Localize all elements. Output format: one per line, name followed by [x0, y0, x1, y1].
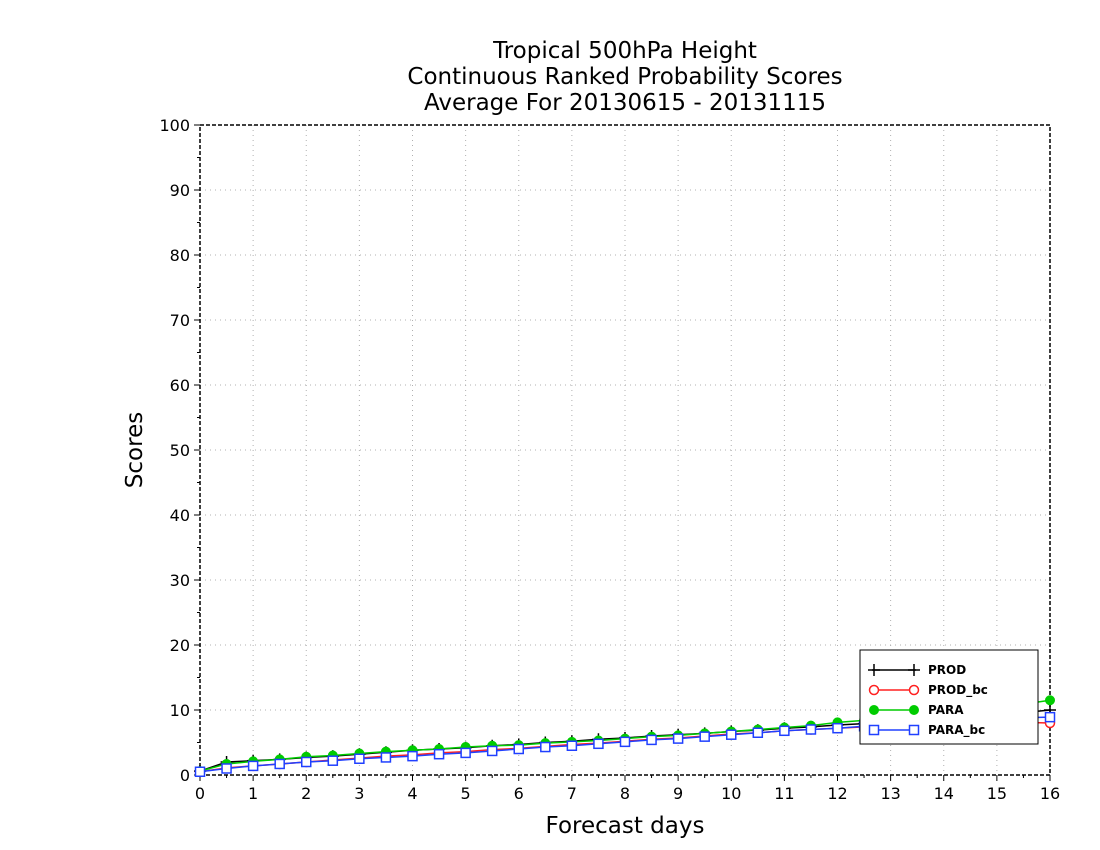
x-tick-label: 11 — [774, 784, 794, 803]
legend: PROD PROD_bc PARA PARA_bc — [859, 649, 1039, 745]
y-axis-label: Scores — [122, 412, 148, 488]
data-point — [407, 750, 418, 762]
y-tick-label: 50 — [170, 441, 190, 460]
y-tick-label: 80 — [170, 246, 190, 265]
data-point — [433, 748, 445, 760]
legend-marker — [908, 664, 920, 676]
data-point — [726, 729, 737, 740]
x-tick-label: 6 — [514, 784, 524, 803]
legend-item: PARA — [869, 703, 964, 717]
data-point — [779, 725, 790, 737]
data-point — [1045, 695, 1055, 706]
legend-box — [859, 649, 1039, 745]
data-point — [486, 745, 498, 757]
data-point — [672, 733, 684, 744]
data-point — [593, 738, 604, 750]
x-tick-label: 7 — [567, 784, 577, 803]
y-tick-label: 10 — [170, 701, 190, 720]
chart-title-line: Tropical 500hPa Height — [492, 38, 757, 64]
legend-label: PROD_bc — [928, 683, 988, 698]
data-point — [805, 724, 817, 735]
data-point — [832, 722, 843, 734]
legend-item: PROD_bc — [868, 683, 988, 698]
data-point — [619, 736, 631, 748]
x-tick-label: 0 — [195, 784, 205, 803]
x-tick-label: 12 — [827, 784, 847, 803]
data-point — [752, 727, 764, 738]
y-axis-ticks: 0 10 20 30 40 50 60 70 80 90 100 — [159, 116, 200, 785]
y-tick-label: 20 — [170, 636, 190, 655]
legend-marker — [909, 705, 919, 715]
x-tick-label: 14 — [934, 784, 954, 803]
data-point — [274, 758, 285, 770]
legend-marker — [908, 724, 920, 736]
data-point — [327, 755, 339, 766]
legend-marker — [908, 684, 920, 696]
data-point — [301, 756, 312, 768]
x-tick-label: 2 — [301, 784, 311, 803]
grid-lines — [200, 125, 1050, 775]
legend-label: PROD — [928, 663, 966, 677]
chart-title-line: Average For 20130615 - 20131115 — [424, 90, 826, 116]
data-point — [354, 753, 365, 764]
legend-marker — [869, 705, 879, 715]
x-tick-label: 9 — [673, 784, 683, 803]
legend-item: PROD — [868, 663, 966, 677]
legend-marker — [868, 684, 880, 696]
legend-label: PARA_bc — [928, 723, 985, 738]
x-tick-label: 3 — [354, 784, 364, 803]
x-tick-label: 5 — [461, 784, 471, 803]
x-tick-label: 13 — [880, 784, 900, 803]
y-tick-label: 100 — [159, 116, 190, 135]
y-tick-label: 0 — [180, 766, 190, 785]
y-tick-label: 30 — [170, 571, 190, 590]
x-tick-label: 16 — [1040, 784, 1060, 803]
legend-marker — [868, 664, 880, 676]
y-tick-label: 40 — [170, 506, 190, 525]
x-tick-label: 4 — [407, 784, 417, 803]
chart-title-line: Continuous Ranked Probability Scores — [407, 64, 842, 90]
data-point — [513, 743, 524, 755]
x-tick-label: 8 — [620, 784, 630, 803]
x-tick-label: 1 — [248, 784, 258, 803]
data-point — [699, 731, 710, 742]
legend-label: PARA — [928, 703, 964, 717]
legend-item: PARA_bc — [868, 723, 985, 738]
x-axis-label: Forecast days — [546, 813, 705, 839]
x-tick-label: 15 — [987, 784, 1007, 803]
data-point — [540, 741, 551, 753]
data-point — [380, 752, 392, 763]
data-point — [194, 766, 206, 777]
x-tick-label: 10 — [721, 784, 741, 803]
data-point — [646, 734, 657, 746]
data-point — [1044, 711, 1056, 723]
x-axis-ticks: 0 1 2 3 4 5 6 7 8 9 10 11 12 13 14 15 16 — [195, 775, 1060, 803]
data-point — [566, 740, 578, 751]
data-point — [221, 763, 232, 774]
y-tick-label: 70 — [170, 311, 190, 330]
data-point — [460, 747, 471, 759]
y-tick-label: 90 — [170, 181, 190, 200]
y-tick-label: 60 — [170, 376, 190, 395]
legend-marker — [868, 724, 880, 736]
data-point — [247, 760, 259, 772]
